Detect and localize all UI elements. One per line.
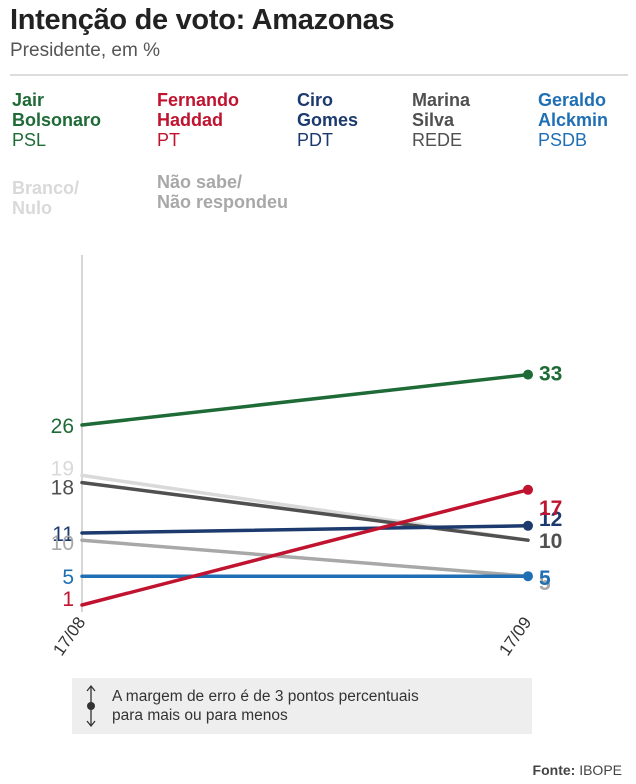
legend-name: Fernando Haddad [157,90,240,130]
legend-party: PSDB [538,130,588,150]
series-end-marker [523,484,533,495]
legend-name: Ciro Gomes [297,90,359,130]
series-line [80,538,530,578]
error-margin-icon [86,684,96,728]
legend-item: Geraldo Alckmin PSDB [538,90,608,150]
legend-item: Ciro Gomes PDT [297,90,358,150]
series-line [80,524,530,535]
series-end-marker [523,369,533,380]
series-start-label: 26 [51,415,74,438]
series-line [80,488,530,607]
legend-name: Branco/ Nulo [12,178,80,218]
chart-title: Intenção de voto: Amazonas [10,4,395,36]
series-start-label: 1 [62,588,74,611]
legend-party: REDE [412,130,463,150]
series-start-label: 10 [51,532,74,555]
header-divider [10,74,628,76]
legend-item: Não sabe/ Não respondeu [157,172,288,212]
legend-item: Marina Silva REDE [412,90,470,150]
legend-party: PT [157,130,181,150]
legend-item: Fernando Haddad PT [157,90,239,150]
source-credit: Fonte: IBOPE [533,762,622,778]
series-line [80,480,530,542]
series-line [80,372,530,427]
series-start-label: 19 [51,457,74,480]
series-start-label: 5 [62,566,74,589]
legend-party: PSL [12,130,47,150]
series-end-marker [523,571,533,582]
source-label: Fonte: [532,762,576,778]
x-tick-label: 17/08 [49,613,89,659]
source-value: IBOPE [579,762,622,778]
series-end-label: 10 [539,530,562,553]
series-start-label: 18 [51,477,74,500]
note-text: A margem de erro é de 3 pontos percentua… [112,688,419,724]
margin-of-error-note: A margem de erro é de 3 pontos percentua… [72,678,532,734]
legend-item: Branco/ Nulo [12,178,79,218]
series-end-label: 33 [539,363,562,386]
legend-name: Não sabe/ Não respondeu [157,172,289,212]
x-tick-label: 17/09 [495,613,535,659]
series-end-label: 10 [539,530,562,553]
legend-party: PDT [297,130,333,150]
legend-name: Geraldo Alckmin [538,90,609,130]
series-end-label: 5 [539,567,551,590]
legend-name: Jair Bolsonaro [12,90,102,130]
chart-subtitle: Presidente, em % [10,40,160,61]
series-end-label: 17 [539,497,562,520]
legend-item: Jair Bolsonaro PSL [12,90,101,150]
series-end-label: 5 [539,572,551,595]
series-start-label: 11 [52,523,74,546]
series-end-label: 12 [539,508,562,531]
legend-name: Marina Silva [412,90,471,130]
series-end-marker [523,520,533,531]
